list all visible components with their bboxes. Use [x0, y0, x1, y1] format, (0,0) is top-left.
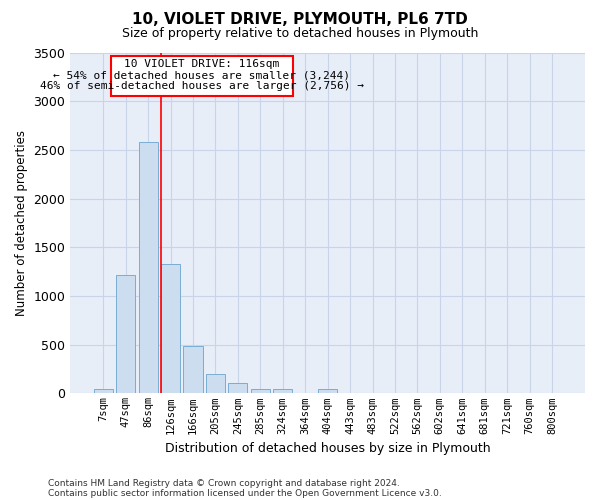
Bar [251, 389, 270, 394]
Text: 10, VIOLET DRIVE, PLYMOUTH, PL6 7TD: 10, VIOLET DRIVE, PLYMOUTH, PL6 7TD [132, 12, 468, 28]
Bar [139, 142, 158, 394]
Y-axis label: Number of detached properties: Number of detached properties [15, 130, 28, 316]
Text: Contains public sector information licensed under the Open Government Licence v3: Contains public sector information licen… [48, 488, 442, 498]
Bar [116, 274, 135, 394]
Text: 10 VIOLET DRIVE: 116sqm: 10 VIOLET DRIVE: 116sqm [124, 59, 280, 69]
Bar [273, 389, 292, 394]
Bar [111, 56, 293, 96]
Text: Contains HM Land Registry data © Crown copyright and database right 2024.: Contains HM Land Registry data © Crown c… [48, 478, 400, 488]
Bar [94, 388, 113, 394]
X-axis label: Distribution of detached houses by size in Plymouth: Distribution of detached houses by size … [165, 442, 490, 455]
Bar [229, 383, 247, 394]
Bar [161, 264, 180, 394]
Bar [318, 390, 337, 394]
Bar [184, 346, 203, 394]
Bar [206, 374, 225, 394]
Text: ← 54% of detached houses are smaller (3,244): ← 54% of detached houses are smaller (3,… [53, 70, 350, 80]
Text: Size of property relative to detached houses in Plymouth: Size of property relative to detached ho… [122, 28, 478, 40]
Text: 46% of semi-detached houses are larger (2,756) →: 46% of semi-detached houses are larger (… [40, 81, 364, 91]
